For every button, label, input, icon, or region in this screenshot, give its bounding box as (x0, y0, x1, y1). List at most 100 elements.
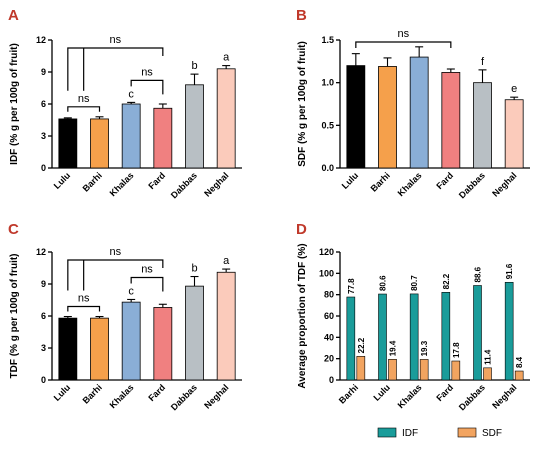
ns-label: ns (78, 293, 90, 305)
bar-sdf (419, 359, 429, 381)
ns-label: ns (110, 34, 122, 46)
data-label: 82.2 (442, 273, 451, 289)
data-label: 77.8 (347, 278, 356, 294)
panel-c: C TDF (% g per 100g of fruit) 0 3 6 9 12 Lulu Ba… (8, 221, 242, 412)
y-tick-label: 60 (324, 311, 334, 321)
panel-letter: C (8, 221, 19, 238)
significance-bracket (130, 79, 164, 95)
significance-bracket (67, 47, 164, 91)
bar-sdf (483, 367, 492, 381)
category-label: Khalas (396, 382, 424, 410)
y-axis-label: TDF (% g per 100g of fruit) (9, 254, 20, 379)
y-tick-label: 12 (36, 35, 46, 45)
significance-letter: b (191, 263, 197, 275)
panel-a: A IDF (% g per 100g of fruit) 0 3 6 9 12 Lulu Ba… (8, 7, 242, 200)
bar (153, 107, 173, 169)
data-label: 19.4 (389, 340, 398, 356)
legend-label: IDF (402, 428, 418, 439)
legend-swatch (377, 427, 397, 438)
panel-letter: D (296, 221, 307, 238)
bar (121, 103, 141, 169)
bar (153, 307, 173, 381)
data-label: 88.6 (474, 266, 483, 282)
category-label: Lulu (52, 170, 73, 191)
bar (121, 301, 141, 381)
ns-label: ns (141, 66, 153, 78)
bar (216, 68, 236, 169)
bar (58, 317, 78, 381)
significance-letter: f (481, 56, 485, 68)
significance-letter: c (128, 285, 134, 297)
panel-letter: A (8, 7, 19, 24)
y-tick-label: 0 (329, 375, 334, 385)
category-label: Barhi (81, 170, 104, 193)
ns-label: ns (110, 246, 122, 258)
bar (58, 118, 78, 169)
category-label: Fard (146, 382, 167, 403)
panel-letter: B (296, 7, 307, 24)
bar (441, 72, 461, 169)
data-label: 80.6 (379, 275, 388, 291)
y-tick-label: 80 (324, 290, 334, 300)
legend-label: SDF (482, 428, 502, 439)
category-label: Barhi (337, 382, 360, 405)
y-tick-label: 6 (41, 311, 46, 321)
ns-label: ns (398, 28, 410, 40)
category-label: Dabbas (457, 382, 487, 412)
category-label: Fard (434, 170, 455, 191)
bar (378, 66, 397, 169)
bar-sdf (514, 370, 524, 381)
significance-letter: e (511, 83, 517, 95)
significance-bracket (130, 276, 164, 292)
legend-swatch (457, 427, 477, 438)
panel-d: D Average proportion of TDF (%) 0 20 40 60 80 1… (296, 221, 530, 439)
data-label: 91.6 (505, 263, 514, 279)
bar-idf (473, 285, 482, 381)
y-tick-label: 40 (324, 332, 334, 342)
bar-sdf (388, 359, 397, 381)
y-tick-label: 1.0 (321, 78, 334, 88)
bar (90, 317, 109, 381)
y-tick-label: 20 (324, 354, 334, 364)
bar (346, 65, 366, 169)
significance-bracket (67, 305, 101, 312)
significance-letter: b (191, 60, 197, 72)
bar (473, 82, 492, 169)
data-label: 8.4 (515, 356, 524, 368)
category-label: Dabbas (169, 382, 199, 412)
significance-letter: c (128, 88, 134, 100)
data-label: 22.2 (357, 337, 366, 353)
bar (216, 271, 236, 381)
category-label: Dabbas (169, 170, 199, 200)
y-tick-label: 9 (41, 67, 46, 77)
data-label: 19.3 (420, 340, 429, 356)
category-label: Khalas (108, 170, 136, 198)
bar-idf (378, 293, 387, 381)
significance-bracket (355, 41, 452, 48)
y-axis-label: IDF (% g per 100g of fruit) (9, 43, 20, 165)
significance-letter: a (223, 255, 230, 267)
category-label: Lulu (371, 382, 392, 403)
category-label: Lulu (340, 170, 361, 191)
category-label: Neghal (202, 382, 230, 410)
category-label: Dabbas (457, 170, 487, 200)
category-label: Fard (146, 170, 167, 191)
bar (504, 99, 524, 169)
y-tick-label: 100 (319, 268, 334, 278)
y-tick-label: 9 (41, 279, 46, 289)
category-label: Lulu (52, 382, 73, 403)
category-label: Barhi (81, 382, 104, 405)
category-label: Barhi (369, 170, 392, 193)
y-axis-label: SDF (% g per 100g of fruit) (297, 41, 308, 167)
ns-label: ns (78, 93, 90, 105)
bar-idf (441, 292, 451, 381)
bar-idf (409, 293, 419, 381)
y-tick-label: 12 (36, 247, 46, 257)
bar-idf (346, 296, 356, 381)
panel-b: B SDF (% g per 100g of fruit) 0.0 0.5 1.0 1.5… (296, 7, 530, 200)
data-label: 11.4 (484, 349, 493, 365)
y-tick-label: 6 (41, 99, 46, 109)
category-label: Neghal (202, 170, 230, 198)
significance-letter: a (223, 52, 230, 64)
